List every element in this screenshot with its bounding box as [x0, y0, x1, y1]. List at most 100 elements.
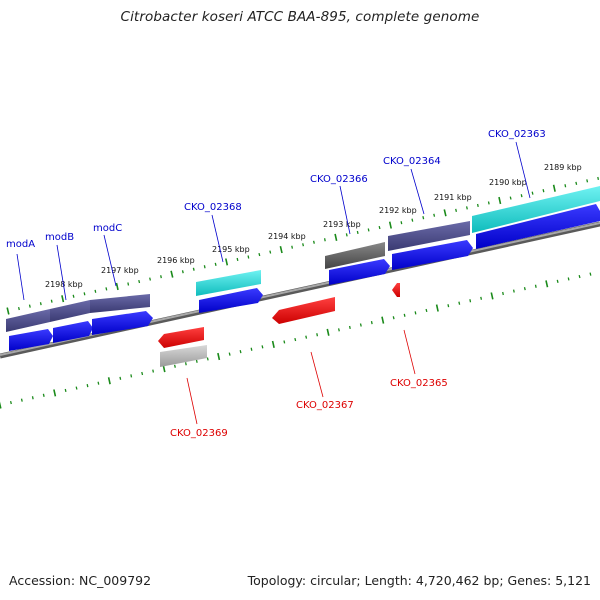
scale-tick: [323, 238, 326, 242]
cds-arrow-modA[interactable]: [9, 329, 53, 351]
scale-tick: [305, 335, 308, 339]
scale-tick: [61, 295, 65, 303]
leader-line-cko-02363: [515, 141, 531, 199]
scale-tick: [192, 267, 195, 271]
gene-block-cko-02366[interactable]: [325, 242, 385, 269]
cds-arrow-cko-02364[interactable]: [392, 240, 473, 270]
scale-tick: [50, 299, 53, 303]
reverse-gene-labels: CKO_02369 CKO_02367 CKO_02365: [170, 329, 448, 439]
scale-tick: [236, 257, 239, 262]
cds-arrow-cko-02365[interactable]: [392, 283, 400, 297]
scale-tick: [83, 292, 86, 296]
cds-arrow-cko-02369[interactable]: [158, 327, 204, 348]
scale-tick: [392, 316, 395, 320]
scale-tick: [261, 345, 264, 349]
scale-tick: [149, 277, 152, 281]
gene-label-modC[interactable]: modC: [93, 223, 122, 234]
scale-tick: [388, 221, 392, 229]
scale-tick: [39, 302, 42, 306]
gene-label-cko-02363[interactable]: CKO_02363: [488, 129, 546, 140]
map-title: Citrobacter koseri ATCC BAA-895, complet…: [120, 9, 480, 25]
gene-label-modA[interactable]: modA: [6, 239, 35, 250]
scale-tick: [586, 179, 589, 183]
scale-label-2195: 2195 kbp: [212, 245, 250, 254]
scale-tick: [414, 311, 417, 315]
scale-tick: [217, 352, 221, 361]
scale-tick: [119, 376, 122, 380]
scale-tick: [435, 304, 439, 312]
leader-line-modA: [16, 253, 25, 301]
cds-arrow-modB[interactable]: [53, 321, 93, 343]
gene-block-modC[interactable]: [90, 294, 150, 313]
scale-tick: [127, 282, 130, 286]
cds-arrow-cko-02367[interactable]: [272, 297, 335, 324]
scale-label-2197: 2197 kbp: [101, 266, 139, 275]
gene-label-cko-02366[interactable]: CKO_02366: [310, 174, 368, 185]
gene-block-cko-02364[interactable]: [388, 221, 470, 251]
scale-tick: [107, 377, 111, 385]
gene-label-cko-02365[interactable]: CKO_02365: [390, 378, 448, 389]
scale-tick: [345, 233, 348, 237]
scale-label-2189: 2189 kbp: [544, 163, 582, 172]
scale-tick: [247, 255, 250, 259]
scale-tick: [283, 340, 286, 344]
scale-label-2193: 2193 kbp: [323, 220, 361, 229]
scale-tick: [337, 328, 340, 332]
scale-tick: [498, 196, 502, 205]
gene-block-modB[interactable]: [50, 300, 90, 322]
gene-label-cko-02367[interactable]: CKO_02367: [296, 400, 354, 411]
scale-tick: [589, 272, 592, 276]
scale-tick: [42, 393, 45, 397]
scale-tick: [0, 401, 2, 409]
scale-tick: [356, 230, 359, 235]
cds-arrow-cko-02368[interactable]: [199, 288, 263, 313]
scale-tick: [302, 243, 305, 247]
gene-label-cko-02364[interactable]: CKO_02364: [383, 156, 441, 167]
scale-tick: [411, 218, 414, 222]
scale-tick: [367, 228, 370, 232]
gene-label-modB[interactable]: modB: [45, 232, 74, 243]
gene-block-cko-02368[interactable]: [196, 270, 261, 296]
gene-block-cko-02369[interactable]: [160, 345, 207, 367]
scale-label-2192: 2192 kbp: [379, 206, 417, 215]
gene-block-cko-02363[interactable]: [472, 186, 600, 233]
gene-label-cko-02369[interactable]: CKO_02369: [170, 428, 228, 439]
scale-tick: [97, 381, 100, 385]
scale-tick: [184, 362, 187, 366]
scale-tick: [378, 225, 381, 230]
leader-line-cko-02369: [186, 377, 198, 425]
scale-tick: [9, 400, 12, 405]
scale-label-2194: 2194 kbp: [268, 232, 306, 241]
cds-arrow-cko-02366[interactable]: [329, 259, 390, 285]
scale-tick: [203, 265, 206, 269]
scale-tick: [523, 287, 526, 291]
scale-tick: [455, 208, 458, 212]
accession-text: Accession: NC_009792: [9, 573, 152, 588]
scale-tick: [348, 325, 351, 330]
cds-arrow-modC[interactable]: [92, 311, 153, 335]
scale-tick: [502, 291, 504, 296]
cds-arrow-cko-02363[interactable]: [476, 204, 600, 249]
scale-tick: [458, 301, 461, 305]
scale-tick: [206, 357, 209, 361]
gene-block-modA[interactable]: [6, 309, 50, 332]
scale-tick: [443, 209, 447, 217]
scale-tick: [170, 270, 174, 278]
scale-label-2191: 2191 kbp: [434, 193, 472, 202]
scale-tick: [279, 246, 283, 254]
scale-tick: [31, 396, 34, 400]
scale-tick: [173, 364, 176, 368]
scale-tick: [476, 203, 479, 208]
scale-tick: [64, 388, 67, 393]
scale-tick: [469, 299, 472, 303]
scale-tick: [422, 216, 425, 220]
scale-tick: [542, 189, 545, 193]
scale-tick: [105, 287, 108, 291]
scale-tick: [239, 350, 242, 354]
scale-tick: [400, 221, 403, 225]
gene-label-cko-02368[interactable]: CKO_02368: [184, 202, 242, 213]
scale-tick: [291, 245, 294, 249]
scale-tick: [490, 292, 494, 300]
scale-tick: [381, 316, 385, 324]
